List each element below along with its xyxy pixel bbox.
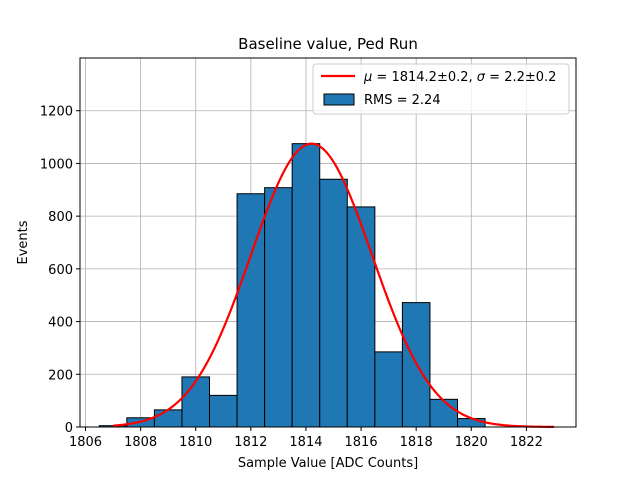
y-tick-label: 200 — [48, 368, 73, 383]
legend-histogram-label: RMS = 2.24 — [364, 93, 441, 108]
x-tick-label: 1822 — [510, 435, 543, 450]
y-axis-label: Events — [16, 220, 31, 264]
histogram-bar — [209, 394, 238, 428]
histogram-bar — [291, 143, 321, 428]
histogram-bar — [457, 418, 486, 428]
legend-fit-sigma: 2.2±0.2 — [504, 70, 556, 85]
y-tick-label: 800 — [48, 210, 73, 225]
y-tick-label: 600 — [48, 263, 73, 278]
x-axis-ticks: 1806 1808 1810 1812 1814 1816 1818 1820 1822 — [69, 427, 543, 450]
x-tick-label: 1816 — [345, 435, 378, 450]
legend: μ = 1814.2±0.2, σ = 2.2±0.2 RMS = 2.24 — [312, 63, 570, 115]
histogram-bar — [346, 206, 376, 428]
fit-curve — [112, 142, 554, 428]
histogram-bar — [374, 351, 403, 428]
histogram-bar — [264, 187, 293, 428]
y-tick-label: 0 — [65, 421, 73, 436]
gaussian-fit — [112, 142, 554, 428]
x-tick-label: 1812 — [234, 435, 267, 450]
x-tick-label: 1818 — [400, 435, 433, 450]
histogram-bar — [319, 178, 348, 428]
legend-box — [312, 63, 570, 115]
histogram-bar — [236, 193, 266, 428]
x-tick-label: 1810 — [179, 435, 212, 450]
y-tick-label: 1000 — [40, 157, 73, 172]
x-axis-label: Sample Value [ADC Counts] — [238, 456, 418, 471]
x-tick-label: 1808 — [124, 435, 157, 450]
y-tick-label: 1200 — [40, 105, 73, 120]
legend-histogram-swatch — [323, 93, 355, 106]
legend-fit-mu: 1814.2±0.2 — [391, 70, 468, 85]
x-tick-label: 1820 — [455, 435, 488, 450]
y-tick-label: 400 — [48, 316, 73, 331]
histogram-bar — [429, 398, 459, 428]
histogram-bar — [181, 376, 211, 428]
chart-title: Baseline value, Ped Run — [238, 35, 418, 53]
x-tick-label: 1806 — [69, 435, 102, 450]
plot-frame — [79, 57, 577, 428]
x-tick-label: 1814 — [289, 435, 322, 450]
histogram-bar — [153, 409, 183, 428]
legend-fit-label: μ = 1814.2±0.2, σ = 2.2±0.2 — [363, 70, 556, 85]
y-axis-ticks: 0 200 400 600 800 1000 1200 — [40, 105, 80, 436]
